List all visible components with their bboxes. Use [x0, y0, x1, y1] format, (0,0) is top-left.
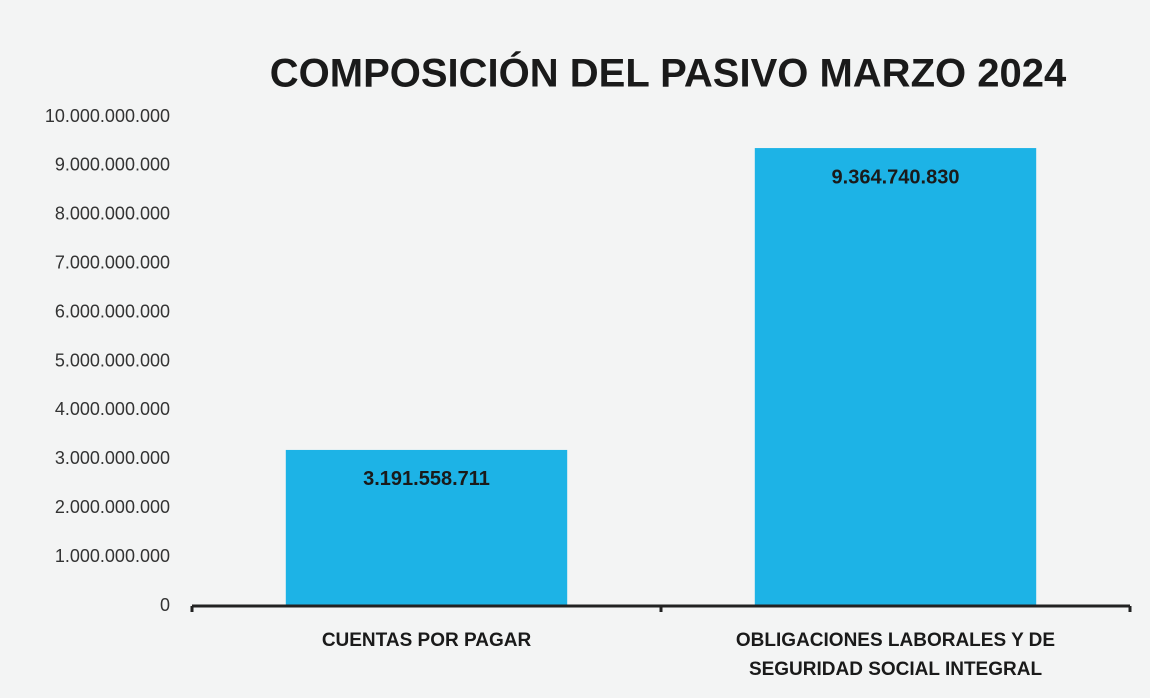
y-tick-label: 5.000.000.000 — [55, 350, 170, 370]
bar — [285, 449, 568, 606]
y-tick-label: 0 — [160, 595, 170, 615]
x-tick-label: OBLIGACIONES LABORALES Y DE SEGURIDAD SO… — [735, 630, 1056, 680]
y-tick-label: 9.000.000.000 — [55, 155, 170, 175]
data-label: 9.364.740.830 — [832, 166, 960, 188]
bar — [754, 148, 1037, 606]
y-tick-label: 8.000.000.000 — [55, 204, 170, 224]
y-tick-label: 3.000.000.000 — [55, 448, 170, 468]
y-tick-label: 4.000.000.000 — [55, 399, 170, 419]
data-label: 3.191.558.711 — [363, 468, 490, 490]
y-tick-label: 7.000.000.000 — [55, 252, 170, 272]
x-tick-label: CUENTAS POR PAGAR — [321, 630, 532, 651]
y-tick-label: 1.000.000.000 — [55, 546, 170, 566]
y-tick-label: 10.000.000.000 — [45, 106, 170, 126]
y-tick-label: 6.000.000.000 — [55, 301, 170, 321]
y-tick-label: 2.000.000.000 — [55, 497, 170, 517]
chart-title: COMPOSICIÓN DEL PASIVO MARZO 2024 — [270, 50, 1067, 96]
